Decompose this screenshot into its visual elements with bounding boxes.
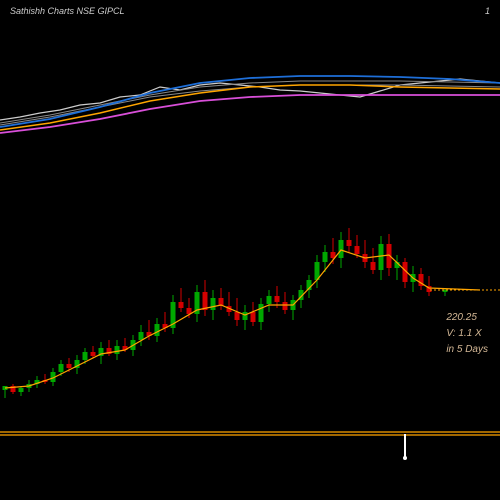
price-panel — [0, 140, 500, 410]
info-box: 220.25 V: 1.1 X in 5 Days — [446, 310, 488, 358]
indicator-panel — [0, 45, 500, 135]
volume-panel — [0, 420, 500, 470]
volume-chart — [0, 420, 500, 470]
chart-timeframe: 1 — [485, 6, 490, 16]
candlestick-chart — [0, 140, 500, 410]
chart-title: Sathishh Charts NSE GIPCL — [10, 6, 125, 16]
info-price: 220.25 — [446, 310, 488, 326]
info-volume: V: 1.1 X — [446, 326, 488, 342]
info-period: in 5 Days — [446, 342, 488, 358]
indicator-lines — [0, 45, 500, 135]
